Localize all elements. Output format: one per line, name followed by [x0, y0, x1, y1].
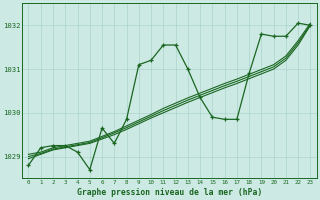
X-axis label: Graphe pression niveau de la mer (hPa): Graphe pression niveau de la mer (hPa) — [77, 188, 262, 197]
